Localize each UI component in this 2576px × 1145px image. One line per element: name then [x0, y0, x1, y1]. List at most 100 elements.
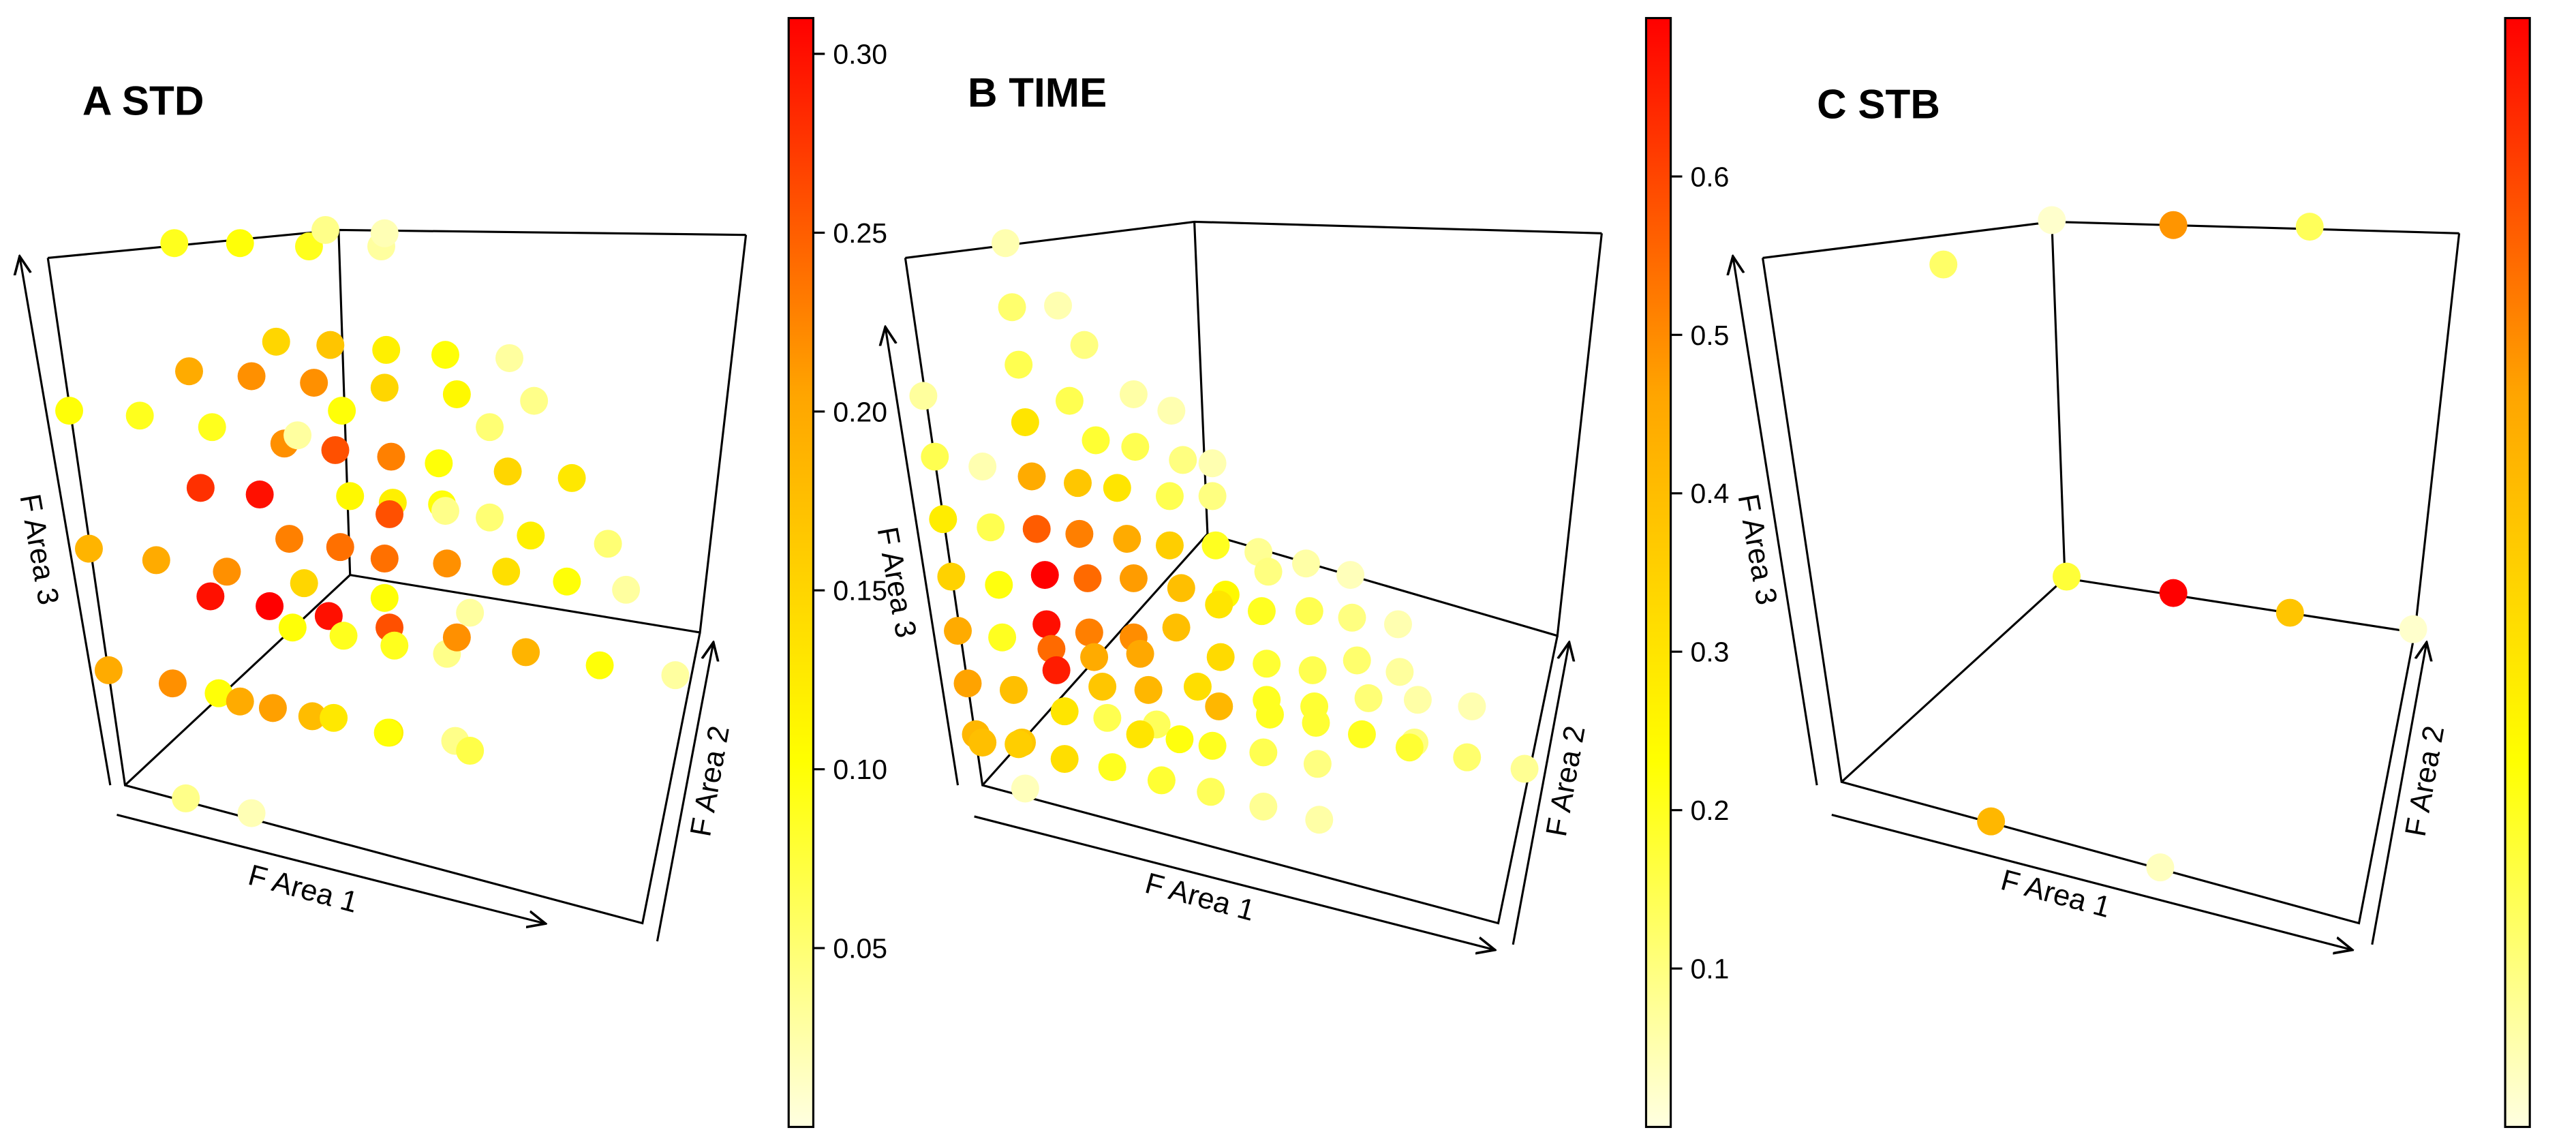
data-point	[283, 421, 312, 450]
data-point	[320, 703, 348, 732]
data-point	[370, 373, 399, 402]
data-point	[74, 534, 103, 563]
panel-a-points	[55, 215, 690, 827]
data-point	[1005, 350, 1033, 379]
data-point	[125, 401, 154, 430]
data-point	[1005, 730, 1033, 759]
data-point	[1044, 291, 1073, 320]
panel-a: A STD F Area 1 F Area 2 F Area 3 0.05 0.1…	[13, 16, 887, 1129]
data-point	[1198, 482, 1227, 510]
data-point	[1395, 733, 1424, 762]
panel-a-y-axis-arrow	[656, 644, 713, 942]
data-point	[377, 442, 405, 471]
data-point	[1249, 792, 1278, 821]
panel-b-title: B TIME	[968, 70, 1107, 116]
data-point	[1169, 446, 1197, 474]
data-point	[456, 737, 485, 765]
data-point	[1037, 635, 1066, 663]
data-point	[1082, 426, 1110, 455]
data-point	[1042, 656, 1071, 684]
data-point	[1453, 743, 1482, 772]
data-point	[1198, 731, 1227, 760]
data-point	[1050, 697, 1079, 726]
data-point	[517, 521, 545, 550]
panel-b-colorbar	[1646, 18, 1671, 1127]
data-point	[1384, 610, 1412, 639]
data-point	[909, 382, 938, 410]
data-point	[370, 219, 399, 247]
data-point	[1121, 433, 1150, 461]
data-point	[557, 463, 586, 492]
data-point	[258, 694, 287, 722]
data-point	[999, 675, 1028, 704]
panel-a-box	[46, 228, 748, 925]
data-point	[594, 530, 622, 558]
data-point	[1011, 408, 1039, 436]
data-point	[1255, 701, 1284, 729]
data-point	[998, 293, 1026, 322]
data-point	[1119, 564, 1148, 592]
panel-c-zlabel: F Area 3	[1732, 491, 1783, 607]
data-point	[937, 562, 966, 591]
colorbar-tick-label: 0.20	[833, 396, 887, 427]
panel-b-colorbar-ticks: 0.1 0.2 0.3 0.4 0.5 0.6	[1670, 161, 1730, 985]
data-point	[380, 631, 409, 660]
data-point	[1050, 745, 1079, 774]
data-point	[1458, 692, 1486, 720]
data-point	[520, 386, 549, 415]
data-point	[1249, 738, 1278, 767]
data-point	[256, 592, 284, 620]
data-point	[204, 679, 233, 707]
panel-b-points	[909, 229, 1539, 834]
data-point	[1063, 469, 1092, 498]
data-point	[495, 344, 523, 372]
colorbar-tick-label: 0.25	[833, 217, 887, 249]
data-point	[94, 656, 123, 684]
data-point	[1510, 754, 1539, 783]
data-point	[1155, 482, 1184, 510]
data-point	[1385, 658, 1414, 686]
data-point	[2159, 579, 2188, 607]
panel-b-box	[904, 220, 1603, 925]
data-point	[512, 638, 540, 667]
data-point	[442, 380, 471, 408]
colorbar-tick-label: 0.30	[833, 38, 887, 70]
data-point	[1343, 646, 1371, 675]
data-point	[553, 567, 581, 596]
data-point	[977, 513, 1005, 542]
data-point	[298, 702, 326, 731]
data-point	[213, 558, 241, 586]
data-point	[1929, 250, 1958, 279]
data-point	[1113, 525, 1141, 553]
data-point	[55, 397, 84, 425]
colorbar-tick-label: 0.10	[833, 754, 887, 785]
data-point	[431, 497, 459, 525]
data-point	[314, 602, 343, 630]
panel-b-ylabel: F Area 2	[1540, 723, 1592, 839]
data-point	[1030, 561, 1059, 590]
colorbar-tick-label: 0.1	[1691, 953, 1730, 985]
data-point	[336, 482, 365, 510]
panel-b-x-axis-arrow	[974, 815, 1494, 949]
panel-b-z-axis-arrow	[885, 329, 960, 786]
data-point	[2275, 598, 2304, 627]
data-point	[1162, 613, 1191, 642]
data-point	[991, 229, 1019, 258]
data-point	[329, 622, 358, 650]
data-point	[921, 442, 949, 471]
data-point	[300, 369, 328, 397]
data-point	[1295, 597, 1323, 626]
data-point	[1155, 531, 1184, 560]
data-point	[1303, 750, 1332, 778]
data-point	[929, 505, 957, 534]
colorbar-tick-label: 0.3	[1691, 637, 1730, 668]
data-point	[237, 799, 266, 827]
data-point	[142, 546, 170, 575]
data-point	[1205, 692, 1233, 720]
data-point	[1205, 590, 1233, 619]
data-point	[275, 525, 304, 553]
data-point	[175, 357, 203, 386]
data-point	[316, 331, 345, 359]
data-point	[2146, 853, 2175, 882]
data-point	[1157, 397, 1186, 425]
